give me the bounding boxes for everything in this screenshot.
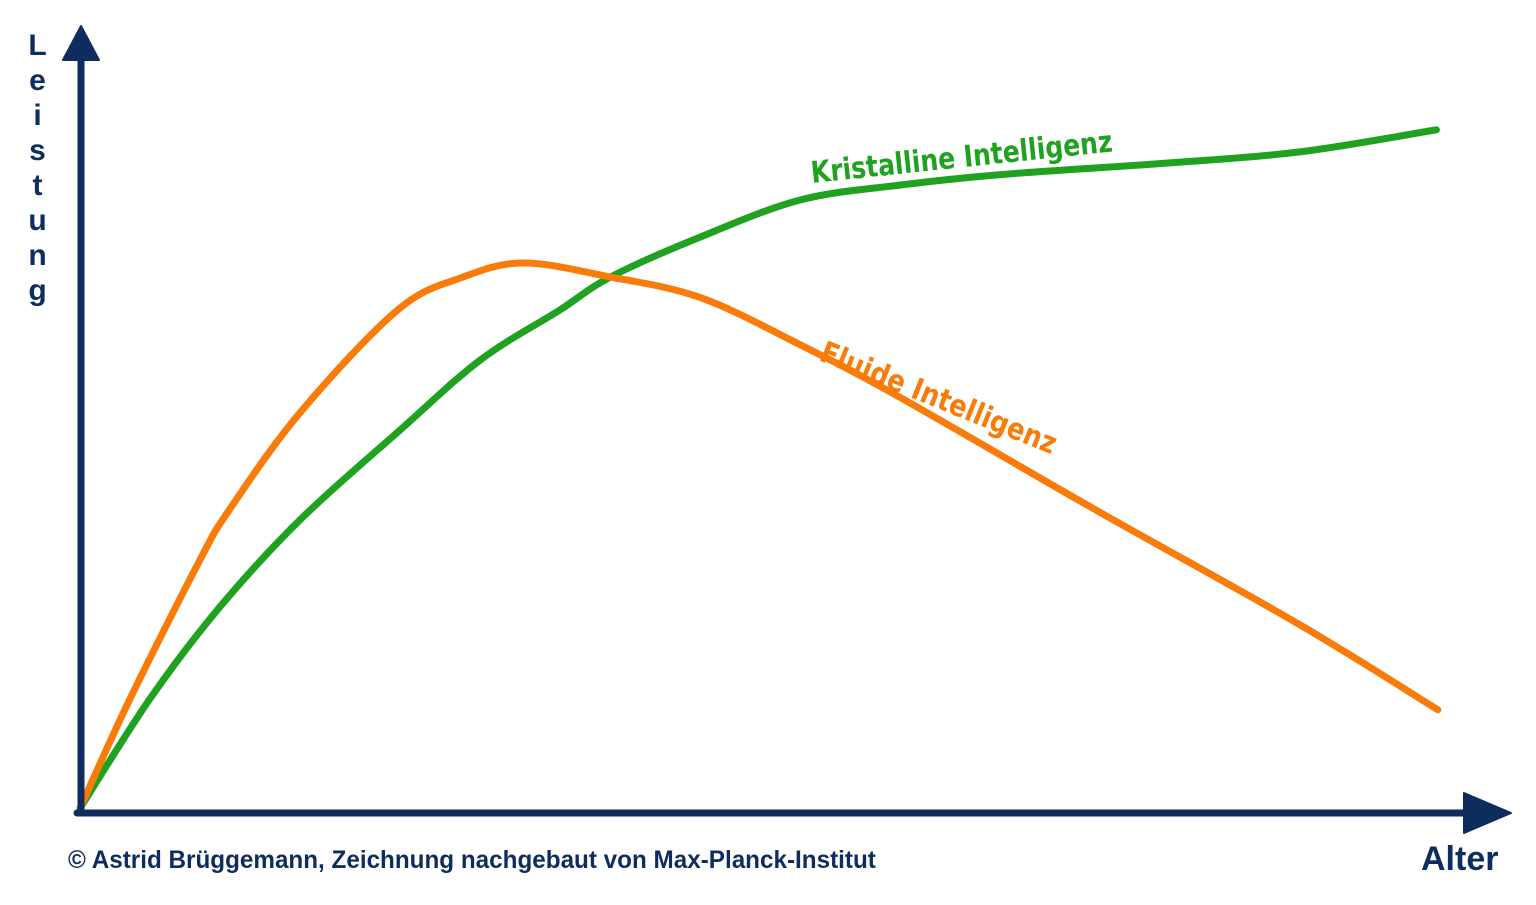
- kristalline-intelligenz-curve: [76, 126, 1440, 812]
- y-axis-arrow-icon: [62, 25, 100, 61]
- fluide-intelligenz-label: Fluide Intelligenz: [815, 335, 1062, 462]
- y-axis-title: Leistung: [28, 29, 47, 307]
- copyright-attribution: © Astrid Brüggemann, Zeichnung nachgebau…: [68, 846, 876, 874]
- fluide-intelligenz-curve: [76, 259, 1442, 812]
- x-axis-title: Alter: [1421, 840, 1499, 878]
- x-axis-arrow-icon: [1463, 792, 1512, 834]
